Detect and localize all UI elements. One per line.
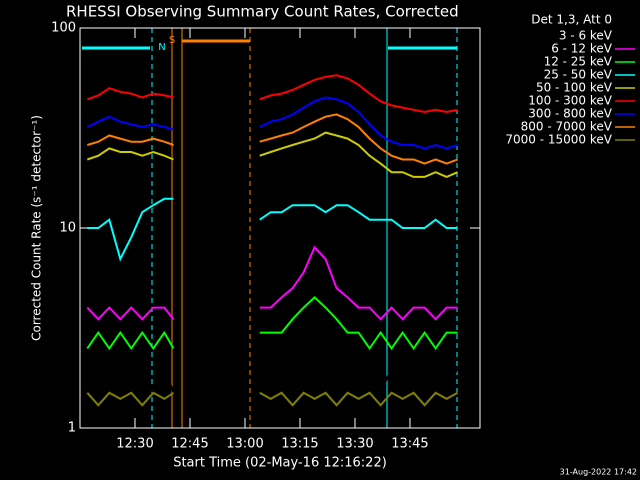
x-tick-label: 13:30 <box>336 437 373 452</box>
x-tick-label: 13:15 <box>281 437 318 452</box>
series-line <box>86 245 458 321</box>
annotation: S <box>169 35 175 46</box>
x-tick-label: 12:45 <box>171 437 208 452</box>
series-line <box>87 197 458 262</box>
y-axis-title: Corrected Count Rate (s⁻¹ detector⁻¹) <box>30 115 44 341</box>
y-tick-label: 1 <box>68 421 76 436</box>
footer: 31-Aug-2022 17:42 <box>560 468 637 477</box>
y-tick-label: 100 <box>51 21 76 36</box>
x-tick-label: 13:45 <box>391 437 428 452</box>
x-tick-label: 13:00 <box>226 437 263 452</box>
legend-label: 12 - 25 keV <box>544 55 613 69</box>
legend-label: 100 - 300 keV <box>528 94 612 108</box>
x-axis-title: Start Time (02-May-16 12:16:22) <box>173 456 387 471</box>
series-line <box>86 296 458 351</box>
series-line <box>86 131 458 178</box>
legend-label: 50 - 100 keV <box>536 81 613 95</box>
legend-label: 25 - 50 keV <box>544 68 613 82</box>
plot-frame <box>79 27 481 429</box>
legend-label: 800 - 7000 keV <box>521 120 613 134</box>
legend-title: Det 1,3, Att 0 <box>531 13 612 27</box>
legend-label: 3 - 6 keV <box>559 29 613 43</box>
legend-label: 6 - 12 keV <box>551 42 613 56</box>
series-line <box>86 391 459 407</box>
series-line <box>87 113 458 165</box>
y-tick-label: 10 <box>59 221 76 236</box>
markers <box>82 28 458 428</box>
series-line <box>86 96 458 150</box>
annotation: N <box>158 42 165 53</box>
series-line <box>86 74 458 114</box>
x-tick-label: 12:30 <box>116 437 153 452</box>
chart-title: RHESSI Observing Summary Count Rates, Co… <box>66 3 459 21</box>
legend-label: 300 - 800 keV <box>528 107 612 121</box>
legend-label: 7000 - 15000 keV <box>505 133 612 147</box>
